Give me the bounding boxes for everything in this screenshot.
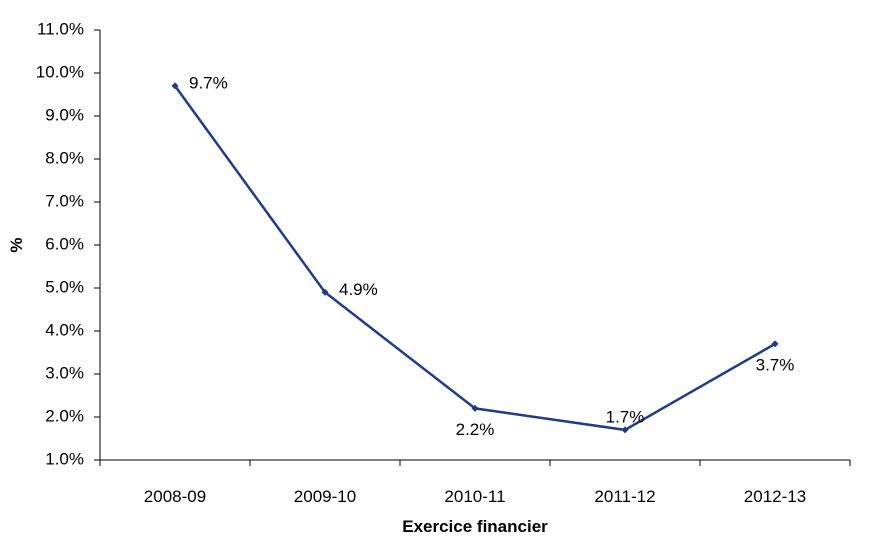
y-tick-label: 5.0% <box>45 277 84 296</box>
data-label: 2.2% <box>456 420 495 439</box>
chart-container: 1.0% 2.0% 3.0% 4.0% 5.0% 6.0% 7.0% 8.0% 9.0% 10.0… <box>0 0 880 556</box>
y-tick-label: 4.0% <box>45 320 84 339</box>
x-tick-label: 2009-10 <box>294 487 356 506</box>
y-tick-label: 3.0% <box>45 363 84 382</box>
x-axis-title: Exercice financier <box>402 517 548 536</box>
x-tick-label: 2012-13 <box>744 487 806 506</box>
x-tick-label: 2011-12 <box>594 487 655 506</box>
y-tick-label: 1.0% <box>45 449 84 468</box>
y-tick-label: 9.0% <box>45 105 84 124</box>
data-label: 1.7% <box>606 407 645 426</box>
data-label: 9.7% <box>189 73 228 92</box>
data-label: 3.7% <box>756 355 795 374</box>
x-tick-label: 2008-09 <box>144 487 206 506</box>
y-axis-title: % <box>7 237 26 252</box>
y-tick-label: 11.0% <box>37 19 84 38</box>
y-tick-label: 6.0% <box>45 234 84 253</box>
y-tick-label: 10.0% <box>36 62 84 81</box>
y-tick-label: 8.0% <box>45 148 84 167</box>
line-chart: 1.0% 2.0% 3.0% 4.0% 5.0% 6.0% 7.0% 8.0% 9.0% 10.0… <box>0 0 880 556</box>
x-tick-label: 2010-11 <box>444 487 505 506</box>
y-tick-label: 2.0% <box>45 406 84 425</box>
y-tick-label: 7.0% <box>45 191 84 210</box>
chart-bg <box>0 0 880 556</box>
data-label: 4.9% <box>339 280 378 299</box>
